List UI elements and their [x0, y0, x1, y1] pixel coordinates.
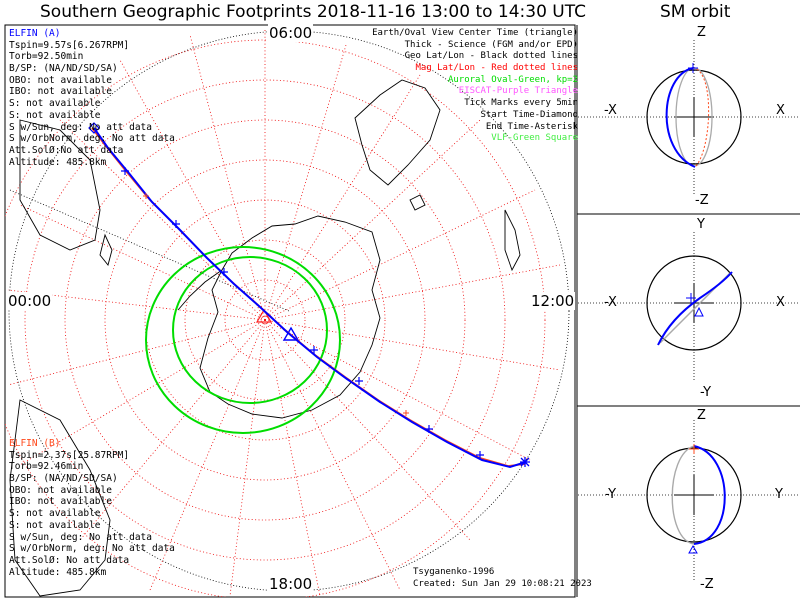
sm3-axis-top: Z — [697, 408, 706, 423]
track-tick-marks — [121, 167, 484, 459]
elfin-a-line: Att.SolØ:No att data — [9, 144, 124, 156]
sm1-axis-top: Z — [697, 25, 706, 40]
elfin-a-line: Tspin=9.57s[6.267RPM] — [9, 39, 130, 51]
legend-item: Auroral Oval-Green, kp=2 — [447, 74, 578, 85]
legend-item: Mag Lat/Lon - Red dotted lines — [415, 63, 578, 74]
sm-orbit-title: SM orbit — [660, 2, 731, 22]
elfin-a-line: IBO: not available — [9, 86, 112, 98]
sm-panel-xz — [578, 40, 800, 195]
sm3-axis-left: -Y — [605, 487, 617, 502]
elfin-b-line: IBO: not available — [9, 496, 112, 508]
legend-item: VLF-Green Square — [491, 133, 578, 144]
sm2-axis-top: Y — [697, 217, 705, 232]
africa-outline — [19, 119, 101, 251]
antarctic-peninsula-outline — [177, 269, 223, 311]
sm-panel-yz — [578, 420, 800, 580]
sm2-axis-bottom: -Y — [700, 385, 712, 400]
sm3-axis-right: Y — [775, 487, 783, 502]
legend-item: EISCAT-Purple Triangle — [458, 86, 578, 97]
elfin-b-line: Att.SolØ: No att data — [9, 554, 130, 566]
madagascar-outline — [99, 233, 113, 266]
mag-grid — [5, 30, 561, 597]
hour-label-bottom: 18:00 — [268, 575, 314, 593]
elfin-a-track — [93, 127, 527, 469]
elfin-b-line: B/SP: (NA/ND/SD/SA) — [9, 473, 118, 485]
elfin-b-line: Altitude: 485.8km — [9, 566, 107, 578]
elfin-a-line: B/SP: (NA/ND/SD/SA) — [9, 63, 118, 75]
antarctica-outline — [199, 215, 381, 419]
new-zealand-outline — [504, 209, 521, 272]
elfin-b-line: S w/Sun, deg: No att data — [9, 531, 152, 543]
sm2-axis-right: X — [776, 295, 785, 310]
mag-pole-triangle — [255, 308, 273, 323]
legend-item: End Time-Asterisk — [485, 121, 578, 132]
australia-outline — [354, 79, 441, 186]
elfin-a-line: S: not available — [9, 109, 101, 121]
legend-item: Thick - Science (FGM and/or EPD) — [404, 39, 578, 50]
elfin-a-line: Altitude: 485.8km — [9, 156, 107, 168]
hour-label-left: 00:00 — [7, 292, 53, 310]
sm3-axis-bottom: -Z — [700, 577, 714, 592]
elfin-a-line: Torb=92.50min — [9, 51, 84, 63]
auroral-oval — [145, 246, 341, 434]
elfin-b-name: ELFIN (B) — [9, 438, 61, 449]
legend-item: Tick Marks every 5min — [464, 98, 578, 109]
geo-grid — [8, 30, 570, 592]
elfin-b-line: S w/OrbNorm, deg: No att data — [9, 543, 175, 555]
sm1-axis-right: X — [776, 103, 785, 118]
elfin-b-info: ELFIN (B) Tspin=2.37s[25.87RPM] Torb=92.… — [9, 438, 175, 578]
coastlines — [9, 79, 521, 597]
elfin-a-info: ELFIN (A) Tspin=9.57s[6.267RPM] Torb=92.… — [9, 28, 175, 168]
sm1-axis-left: -X — [604, 103, 617, 118]
auroral-oval-outer — [145, 246, 341, 434]
south-america-outline — [9, 399, 111, 597]
elfin-a-line: OBO: not available — [9, 74, 112, 86]
elfin-a-line: S w/Sun, deg: No att data — [9, 121, 152, 133]
auroral-oval-inner — [172, 256, 328, 404]
elfin-b-line: S: not available — [9, 508, 101, 520]
elfin-a-line: S w/OrbNorm, deg: No att data — [9, 133, 175, 145]
hour-label-right: 12:00 — [530, 292, 576, 310]
main-title: Southern Geographic Footprints 2018-11-1… — [40, 2, 587, 22]
elfin-a-name: ELFIN (A) — [9, 28, 61, 39]
view-center-triangle — [282, 326, 300, 341]
elfin-b-line: Torb=92.46min — [9, 461, 84, 473]
legend-item: Earth/Oval View Center Time (triangle) — [372, 28, 578, 38]
tasmania-outline — [409, 194, 426, 211]
start-diamond — [88, 122, 100, 134]
hour-label-top: 06:00 — [268, 24, 314, 42]
model-credit: Tsyganenko-1996 — [413, 567, 495, 577]
elfin-b-line: S: not available — [9, 519, 101, 531]
sm-panel-xy — [578, 232, 800, 380]
legend-item: Start Time-Diamond — [480, 109, 578, 120]
track-tick-marks-b — [143, 193, 409, 416]
sm1-axis-bottom: -Z — [695, 193, 709, 208]
elfin-b-line: Tspin=2.37s[25.87RPM] — [9, 449, 130, 461]
legend-item: Geo Lat/Lon - Black dotted lines — [404, 51, 578, 62]
sm2-axis-left: -X — [604, 295, 617, 310]
created-timestamp: Created: Sun Jan 29 10:08:21 2023 — [413, 579, 592, 589]
end-asterisk — [520, 457, 530, 467]
elfin-a-line: S: not available — [9, 98, 101, 110]
map-legend: Earth/Oval View Center Time (triangle) T… — [372, 28, 578, 145]
elfin-b-line: OBO: not available — [9, 484, 112, 496]
